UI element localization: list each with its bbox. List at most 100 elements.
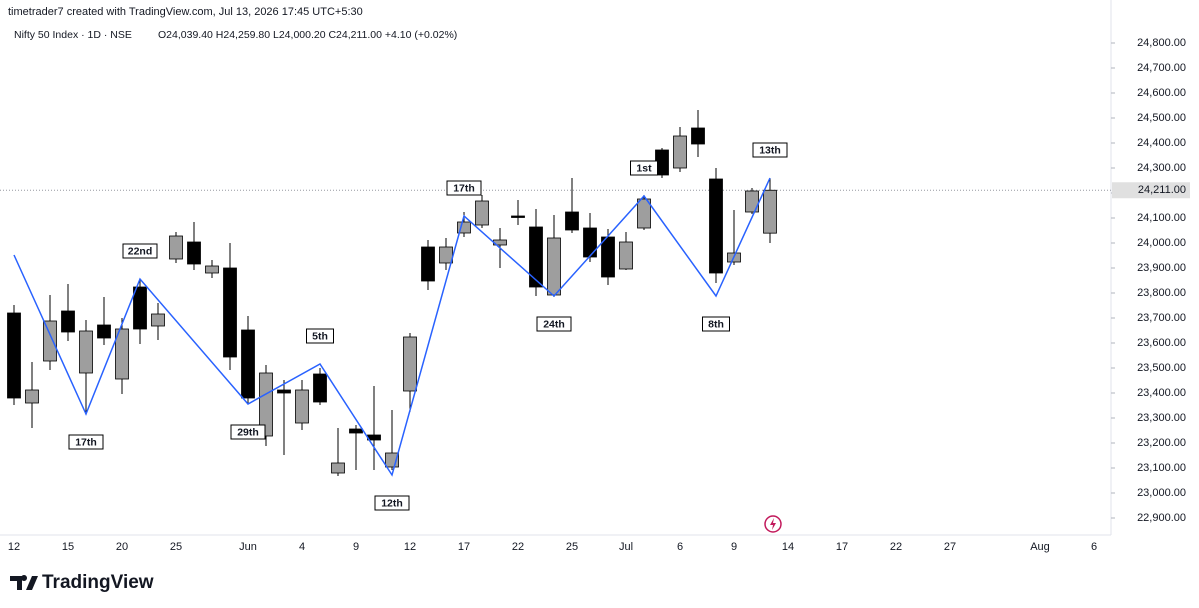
candle [475,195,489,228]
last-price-label: 24,211.00 [1138,184,1186,196]
x-tick-label: 17 [836,541,848,553]
icon-bolt[interactable] [770,518,776,530]
body [709,178,723,274]
candle [7,305,21,405]
body [475,200,489,226]
y-tick-label: 23,200.00 [1137,437,1186,449]
body [277,389,291,394]
body [25,389,39,404]
body [61,310,75,333]
candle [745,188,759,214]
logo: TradingView [10,572,154,593]
body [583,227,597,258]
body [511,215,525,218]
candle [565,178,579,233]
candle [259,365,273,446]
candle [403,333,417,412]
body [187,241,201,265]
candle [421,240,435,290]
x-tick-label: Jul [619,541,633,553]
body [421,246,435,282]
y-tick-label: 23,600.00 [1137,337,1186,349]
x-tick-label: 17 [458,541,470,553]
body [565,211,579,231]
y-tick-label: 23,000.00 [1137,487,1186,499]
y-tick-label: 23,100.00 [1137,462,1186,474]
body [205,265,219,274]
body [223,267,237,358]
pivot-label-box [306,328,334,344]
y-tick-label: 23,500.00 [1137,362,1186,374]
body [403,336,417,392]
x-tick-label: 22 [890,541,902,553]
y-tick-label: 24,300.00 [1137,162,1186,174]
y-tick-label: 24,700.00 [1137,62,1186,74]
body [331,462,345,474]
body [691,127,705,145]
pivot-label: 29th [237,426,259,438]
pivot-label: 8th [708,318,724,330]
y-tick-label: 24,000.00 [1137,237,1186,249]
candle [691,110,705,157]
body [547,237,561,296]
candle [43,295,57,370]
candle [763,178,777,243]
candle [241,316,255,403]
body [673,135,687,169]
candle [151,303,165,340]
x-tick-label: 22 [512,541,524,553]
x-tick-label: 25 [566,541,578,553]
candles [7,110,777,476]
body [439,246,453,264]
candle [133,280,147,344]
x-tick-label: 4 [299,541,305,553]
candle [637,195,651,230]
x-tick-label: 25 [170,541,182,553]
x-tick-label: 12 [404,541,416,553]
pivot-label-box [702,316,730,332]
body [43,320,57,362]
candle [601,229,615,285]
y-tick-label: 24,500.00 [1137,112,1186,124]
body [457,221,471,234]
x-tick-label: 12 [8,541,20,553]
watermark: timetrader7 created with TradingView.com… [8,6,363,18]
candle [115,318,129,394]
candle [673,127,687,172]
candle [97,297,111,345]
x-tick-label: 20 [116,541,128,553]
x-tick-label: Jun [239,541,257,553]
candle [205,260,219,278]
y-tick-label: 24,100.00 [1137,212,1186,224]
icon-ring[interactable] [764,515,782,533]
pivot-label: 5th [312,330,328,342]
candle [655,148,669,178]
body [313,373,327,403]
y-tick-label: 23,300.00 [1137,412,1186,424]
candle [511,200,525,225]
candle [187,222,201,270]
body [133,286,147,330]
body [259,372,273,437]
y-tick-label: 23,700.00 [1137,312,1186,324]
x-tick-label: Aug [1030,541,1050,553]
body [601,236,615,278]
ohlc: O24,039.40 H24,259.80 L24,000.20 C24,211… [158,29,457,41]
pivot-label-box [536,316,572,332]
candle [313,368,327,405]
x-tick-label: 15 [62,541,74,553]
last-price-box [1112,182,1190,199]
pivot-label-box [122,243,158,259]
body [349,428,363,434]
x-tick-label: 9 [353,541,359,553]
pivot-label-box [752,142,788,158]
lightning-icon[interactable] [764,515,782,533]
y-tick-label: 22,900.00 [1137,512,1186,524]
pivot-label: 22nd [128,245,153,257]
candle [439,238,453,270]
y-tick-label: 23,400.00 [1137,387,1186,399]
pivot-label: 24th [543,318,565,330]
body [241,329,255,399]
